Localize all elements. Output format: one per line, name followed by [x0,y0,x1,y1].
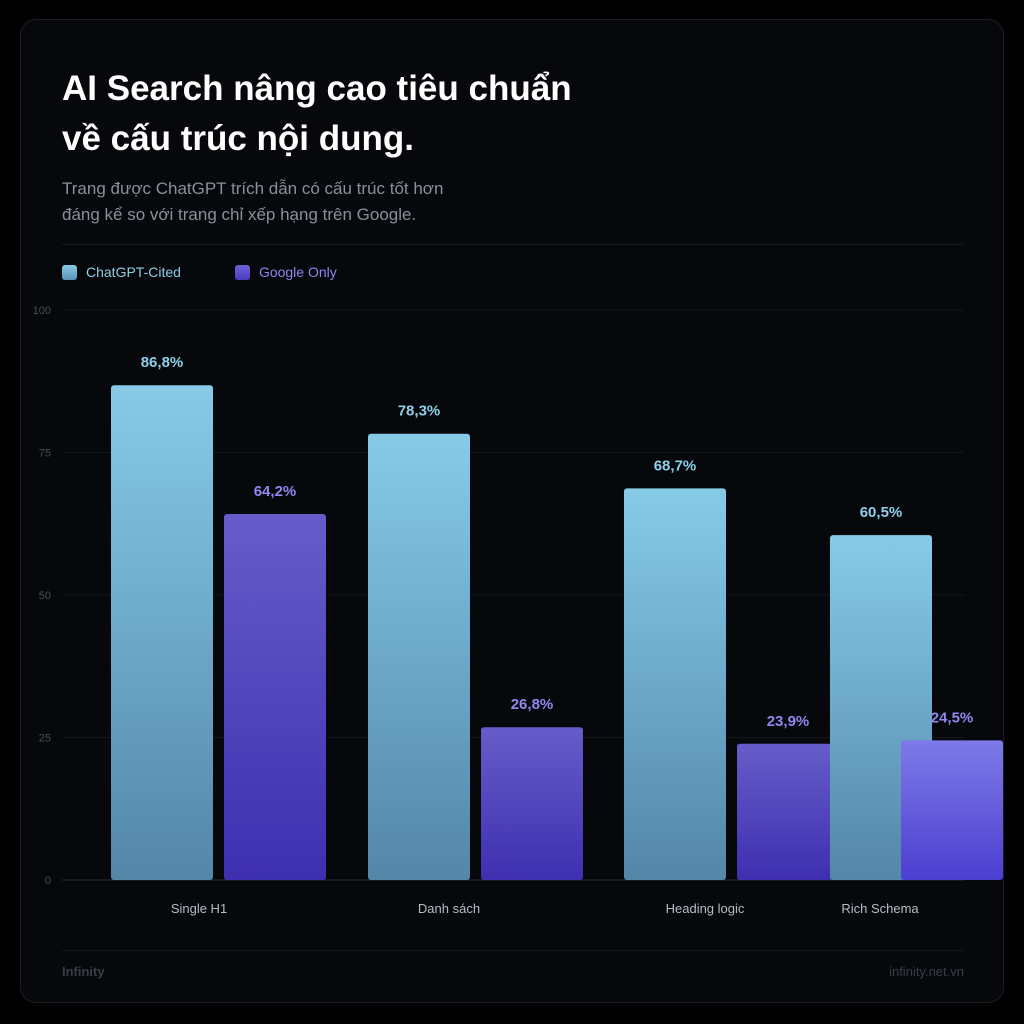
data-label-google-only-0: 64,2% [254,483,297,500]
data-label-google-only-3: 24,5% [931,709,974,726]
y-tick-label: 75 [39,448,51,460]
legend-label-chatgpt-cited: ChatGPT-Cited [86,264,181,280]
title-line-1: AI Search nâng cao tiêu chuẩn [62,69,572,108]
bar-google-only-0 [224,514,326,880]
data-label-chatgpt-cited-3: 60,5% [860,504,903,521]
bars-layer [111,385,1003,880]
footer-divider [62,950,964,951]
chart-title: AI Search nâng cao tiêu chuẩn về cấu trú… [62,64,762,164]
legend-item-chatgpt-cited: ChatGPT-Cited [62,264,181,280]
footer-url: infinity.net.vn [889,964,964,979]
y-tick-label: 100 [33,305,51,317]
bar-google-only-1 [481,727,583,880]
bar-chatgpt-cited-1 [368,433,470,880]
legend-swatch-google-only [234,264,250,280]
chart-legend: ChatGPT-Cited Google Only [62,262,391,282]
header-divider [62,244,964,245]
y-tick-label: 0 [45,875,51,887]
bar-google-only-3 [901,740,1003,880]
subtitle-line-2: đáng kể so với trang chỉ xếp hạng trên G… [62,205,417,224]
y-tick-label: 25 [39,733,51,745]
legend-swatch-chatgpt-cited [62,264,77,280]
legend-item-google-only: Google Only [234,264,337,280]
bar-google-only-2 [737,743,839,880]
subtitle-line-1: Trang được ChatGPT trích dẫn có cấu trúc… [62,179,444,198]
x-tick-label: Rich Schema [841,901,919,916]
data-label-chatgpt-cited-0: 86,8% [141,354,184,371]
x-tick-label: Danh sách [418,901,480,916]
x-tick-label: Heading logic [666,901,745,916]
data-label-google-only-2: 23,9% [767,713,810,730]
data-label-chatgpt-cited-1: 78,3% [398,403,441,420]
footer-brand: Infinity [62,964,105,979]
bar-chatgpt-cited-0 [111,385,213,880]
data-label-google-only-1: 26,8% [511,696,554,713]
x-tick-label: Single H1 [171,901,227,916]
y-tick-label: 50 [39,590,51,602]
title-line-2: về cấu trúc nội dung. [62,119,414,158]
chart-subtitle: Trang được ChatGPT trích dẫn có cấu trúc… [62,176,582,228]
legend-label-google-only: Google Only [258,264,337,280]
bar-chatgpt-cited-2 [624,488,726,880]
data-label-chatgpt-cited-2: 68,7% [654,457,697,474]
labels-layer: 0 25 50 75 100 86,8% 64,2% Single H1 78,3% 26,8% D… [33,305,974,916]
